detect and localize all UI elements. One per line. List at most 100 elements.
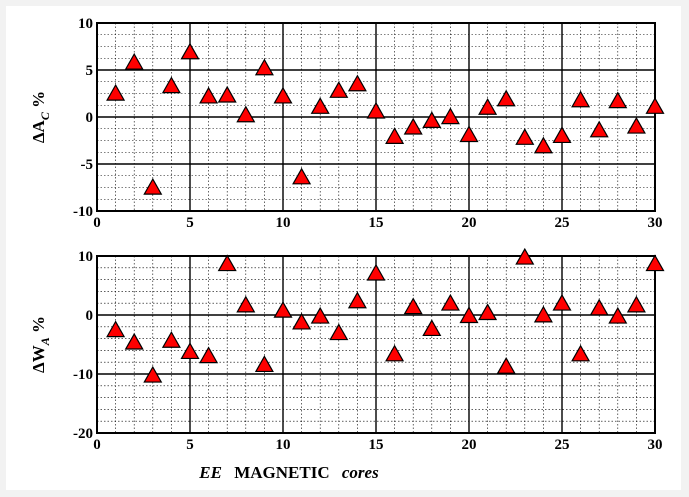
data-point-triangle [106, 320, 126, 338]
x-tick-label: 25 [555, 215, 570, 231]
x-tick-label: 5 [186, 215, 194, 231]
data-point-triangle [645, 254, 665, 272]
data-point-triangle [589, 120, 609, 138]
data-point-triangle [329, 81, 349, 98]
data-point-triangle [626, 295, 646, 313]
data-point-triangle [143, 365, 163, 383]
x-tick-label: 30 [648, 437, 663, 453]
data-point-triangle [292, 167, 312, 185]
data-point-triangle [385, 127, 405, 144]
x-tick-label: 10 [276, 437, 291, 453]
y-axis-label-subscript: A [38, 337, 52, 346]
data-point-triangle [310, 306, 330, 324]
data-point-triangle [552, 293, 572, 311]
data-point-triangle [161, 76, 181, 94]
data-point-triangle [515, 128, 535, 145]
x-tick-label: 30 [648, 215, 663, 231]
data-point-triangle [403, 117, 423, 135]
data-point-triangle [366, 263, 386, 281]
data-point-triangle [608, 306, 628, 324]
x-axis-label-cores: cores [342, 463, 379, 482]
data-point-triangle [273, 86, 293, 104]
data-point-triangle [347, 291, 367, 309]
x-tick-label: 5 [186, 437, 194, 453]
data-point-triangle [626, 116, 646, 134]
data-point-triangle [552, 126, 572, 144]
y-axis-label-delta: Δ [29, 132, 48, 143]
data-point-triangle [385, 344, 405, 362]
data-point-triangle [217, 85, 237, 103]
y-tick-label: 5 [86, 63, 94, 79]
data-point-triangle [161, 331, 181, 348]
data-point-triangle [292, 312, 312, 330]
x-axis-label: EE MAGNETIC cores [198, 463, 379, 482]
data-point-triangle [589, 298, 609, 316]
data-point-triangle [273, 300, 293, 318]
data-point-triangle [608, 91, 628, 109]
data-point-triangle [180, 42, 200, 60]
y-axis-label-delta: Δ [29, 362, 48, 373]
x-tick-label: 20 [462, 215, 477, 231]
data-point-triangle [236, 295, 256, 313]
data-point-triangle [478, 303, 498, 321]
data-point-triangle [440, 293, 460, 311]
x-axis-label-ee: EE [198, 463, 222, 482]
data-point-triangle [496, 89, 516, 107]
data-point-triangle [533, 305, 553, 323]
y-axis-label-unit: % [29, 91, 48, 112]
data-point-triangle [422, 111, 442, 129]
data-point-triangle [199, 86, 219, 104]
figure-frame: 0 5 10 15 20 25 30 10 5 0 -5 -10 ΔAC % 0 5 10 15 20 25 30 1… [6, 6, 681, 490]
y-tick-label: 10 [78, 249, 93, 265]
data-point-triangle [329, 323, 349, 341]
y-axis-label: ΔAC % [29, 91, 52, 143]
plot-area-border [96, 22, 656, 212]
x-tick-label: 20 [462, 437, 477, 453]
x-tick-label: 0 [93, 437, 101, 453]
data-point-triangle [571, 344, 591, 362]
data-point-triangle [254, 355, 274, 373]
top-panel-ac: 0 5 10 15 20 25 30 10 5 0 -5 -10 ΔAC % [29, 16, 665, 231]
data-point-triangle [459, 306, 479, 324]
data-point-triangle [199, 346, 219, 364]
data-point-triangle [366, 101, 386, 119]
y-axis-label-symbol: A [29, 119, 48, 132]
y-axis-label-subscript: C [38, 111, 52, 120]
x-axis-label-magnetic: MAGNETIC [234, 463, 329, 482]
y-tick-label: -20 [73, 426, 93, 442]
data-point-triangle [515, 247, 535, 265]
x-tick-label: 10 [276, 215, 291, 231]
data-point-triangle [422, 319, 442, 337]
data-point-triangle [217, 254, 237, 272]
data-point-triangle [124, 52, 144, 70]
y-axis-label-unit: % [29, 316, 48, 337]
data-point-triangle [106, 83, 126, 101]
y-tick-label: -10 [73, 367, 93, 383]
data-point-triangle [403, 297, 423, 315]
x-tick-label: 15 [369, 437, 384, 453]
data-point-triangle [533, 136, 553, 154]
data-point-triangle [496, 356, 516, 374]
data-point-triangle [254, 58, 274, 76]
y-axis-label-symbol: W [29, 345, 48, 362]
y-tick-label: -10 [73, 204, 93, 220]
data-point-triangle [571, 90, 591, 108]
x-tick-label: 0 [93, 215, 101, 231]
x-tick-label: 25 [555, 437, 570, 453]
y-tick-label: 0 [86, 110, 94, 126]
y-tick-label: -5 [81, 157, 94, 173]
data-point-triangle [124, 332, 144, 350]
x-tick-label: 15 [369, 215, 384, 231]
data-point-triangle [310, 97, 330, 114]
y-tick-label: 10 [78, 16, 93, 32]
data-point-triangle [459, 125, 479, 143]
data-point-triangle [347, 74, 367, 92]
data-point-triangle [180, 342, 200, 360]
data-point-triangle [440, 107, 460, 125]
y-tick-label: 0 [86, 308, 94, 324]
data-point-triangle [143, 177, 163, 195]
data-point-triangle [645, 97, 665, 114]
plot-area-border [96, 255, 656, 434]
bottom-panel-wa: 0 5 10 15 20 25 30 10 0 -10 -20 ΔWA % [29, 247, 665, 453]
